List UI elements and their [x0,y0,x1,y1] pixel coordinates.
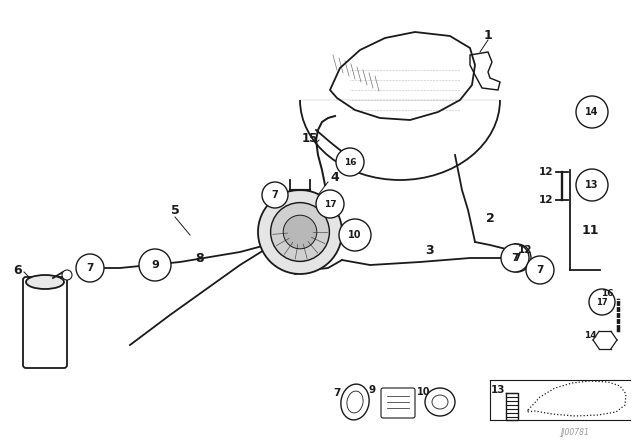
Text: 16: 16 [344,158,356,167]
Text: 6: 6 [13,263,22,276]
Text: 12: 12 [539,195,553,205]
Circle shape [526,256,554,284]
Text: 12: 12 [518,245,532,255]
Text: 10: 10 [348,230,362,240]
Circle shape [271,202,330,261]
Circle shape [76,254,104,282]
FancyBboxPatch shape [381,388,415,418]
Text: 1: 1 [484,29,492,42]
Text: 13: 13 [585,180,599,190]
Text: 11: 11 [581,224,599,237]
Text: 7: 7 [513,253,521,263]
Text: 10: 10 [417,387,431,397]
Ellipse shape [26,275,64,289]
Text: 2: 2 [486,211,494,224]
Circle shape [503,244,531,272]
Text: JJ00781: JJ00781 [561,427,589,436]
Circle shape [576,169,608,201]
Text: 7: 7 [86,263,93,273]
Text: 3: 3 [426,244,435,257]
Text: 17: 17 [596,297,608,306]
Text: 7: 7 [511,253,518,263]
Circle shape [258,190,342,274]
Text: 15: 15 [302,132,318,145]
Text: 12: 12 [539,167,553,177]
Text: 9: 9 [151,260,159,270]
Circle shape [336,148,364,176]
Text: 7: 7 [536,265,544,275]
Circle shape [339,219,371,251]
FancyBboxPatch shape [23,277,67,368]
Text: 13: 13 [491,385,505,395]
Text: 14: 14 [584,331,596,340]
Text: 14: 14 [585,107,599,117]
Circle shape [262,182,288,208]
Circle shape [576,96,608,128]
Circle shape [62,270,72,280]
Text: 9: 9 [369,385,376,395]
Text: 5: 5 [171,203,179,216]
Text: 4: 4 [331,171,339,184]
Circle shape [283,215,317,249]
Circle shape [589,289,615,315]
Text: 16: 16 [601,289,613,297]
Circle shape [501,244,529,272]
Text: 7: 7 [271,190,278,200]
Circle shape [316,190,344,218]
Circle shape [139,249,171,281]
Text: 8: 8 [196,251,204,264]
Text: 17: 17 [324,199,336,208]
Text: 7: 7 [333,388,340,398]
